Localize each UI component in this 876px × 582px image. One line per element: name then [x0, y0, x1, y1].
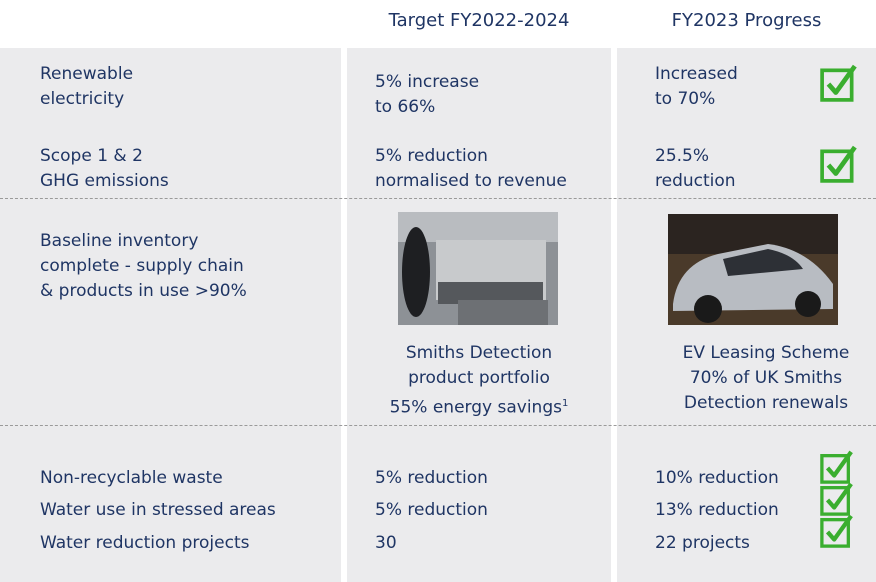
progress: 25.5%reduction — [655, 144, 736, 194]
progress: 22 projects — [655, 531, 750, 556]
ev-photo — [668, 214, 838, 325]
metric: Water reduction projects — [40, 531, 249, 556]
check-icon — [820, 514, 854, 548]
check-icon — [820, 450, 854, 484]
column-header: Target FY2022-2024 — [347, 8, 611, 33]
metric: Non-recyclable waste — [40, 466, 223, 491]
target: 5% reduction — [375, 498, 488, 523]
check-icon — [820, 145, 858, 183]
column-header: FY2023 Progress — [617, 8, 876, 33]
target: 5% reduction — [375, 466, 488, 491]
metric: Water use in stressed areas — [40, 498, 276, 523]
separator — [0, 198, 876, 199]
target: 30 — [375, 531, 397, 556]
separator — [0, 425, 876, 426]
sustainability-table: Target FY2022-2024 FY2023 Progress Renew… — [0, 0, 876, 582]
product-photo — [398, 212, 558, 325]
progress: 10% reduction — [655, 466, 779, 491]
check-icon — [820, 64, 858, 102]
progress: 13% reduction — [655, 498, 779, 523]
check-icon — [820, 482, 854, 516]
